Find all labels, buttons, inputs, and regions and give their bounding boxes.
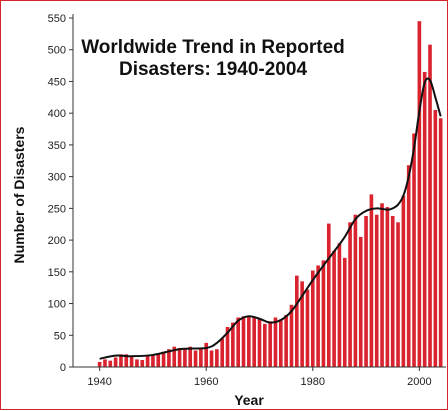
bar-1943 [113, 357, 118, 367]
bar-1965 [231, 322, 235, 367]
bar-1988 [353, 214, 358, 367]
x-tick-label: 1940 [87, 376, 111, 388]
bar-1979 [305, 289, 310, 367]
bar-1941 [103, 359, 107, 367]
x-tick-label: 1980 [301, 376, 325, 388]
y-axis-ticks: 0 50 100 150 200 250 300 350 400 450 500 550 [48, 13, 73, 374]
bar-1946 [129, 356, 134, 367]
bar-1966 [236, 317, 240, 367]
bar-1964 [225, 327, 230, 367]
bar-1963 [220, 338, 225, 367]
bar-1956 [183, 349, 187, 367]
bar-1960 [204, 342, 209, 367]
bar-1998 [406, 165, 411, 367]
bar-2004 [438, 118, 443, 367]
y-tick-label: 300 [48, 172, 66, 184]
y-tick-label: 500 [48, 45, 66, 57]
bar-1972 [268, 321, 272, 367]
bar-1999 [412, 133, 416, 367]
y-tick-label: 400 [48, 108, 66, 120]
y-tick-label: 250 [48, 203, 66, 215]
bar-1994 [385, 207, 390, 367]
bar-1982 [321, 260, 326, 367]
bar-2001 [422, 71, 427, 367]
bar-1955 [177, 347, 182, 367]
bar-1978 [300, 281, 304, 367]
bar-1990 [364, 215, 368, 367]
bar-2002 [428, 44, 432, 368]
bar-1984 [332, 250, 336, 367]
y-tick-label: 450 [48, 76, 66, 88]
bar-1958 [193, 350, 198, 367]
bar-1940 [97, 361, 102, 367]
bar-1985 [337, 243, 342, 367]
bar-1980 [310, 270, 315, 367]
bar-1974 [279, 319, 283, 367]
bar-1968 [247, 316, 251, 367]
x-axis-title: Year [234, 392, 264, 408]
bar-1952 [161, 351, 166, 367]
bar-1961 [209, 350, 214, 367]
bar-1987 [348, 222, 352, 367]
bar-1993 [380, 203, 384, 367]
bar-1967 [241, 316, 246, 367]
bar-2003 [433, 110, 438, 367]
bar-1977 [294, 275, 299, 367]
y-tick-label: 50 [54, 330, 66, 342]
bar-1975 [284, 314, 288, 367]
axes [72, 14, 446, 368]
bar-1973 [273, 317, 278, 367]
y-tick-label: 150 [48, 267, 66, 279]
bar-1976 [289, 304, 294, 367]
bar-1957 [188, 346, 193, 367]
x-tick-label: 1960 [194, 376, 218, 388]
bar-1969 [252, 317, 256, 367]
bar-1983 [326, 223, 331, 367]
y-tick-label: 200 [48, 235, 66, 247]
chart-title-line-2: Disasters: 1940-2004 [119, 59, 307, 80]
y-tick-label: 550 [48, 13, 66, 25]
x-tick-label: 2000 [407, 376, 431, 388]
trend-line [99, 77, 442, 360]
bar-series [97, 21, 443, 368]
bar-1959 [199, 347, 203, 367]
y-tick-label: 350 [48, 140, 66, 152]
bar-1970 [257, 318, 262, 367]
bar-1947 [135, 359, 139, 367]
bar-1991 [369, 194, 374, 367]
y-axis-title: Number of Disasters [11, 126, 27, 263]
bar-1996 [396, 222, 400, 367]
x-axis-ticks: 1940 1960 1980 2000 [87, 367, 432, 388]
bar-1942 [108, 360, 113, 367]
bar-1951 [156, 354, 161, 367]
bar-1995 [390, 215, 395, 367]
bar-1944 [119, 354, 123, 367]
bar-1997 [401, 195, 406, 367]
bar-1986 [342, 257, 347, 367]
bar-1989 [358, 236, 363, 367]
bar-1945 [124, 354, 129, 367]
bar-1948 [140, 360, 145, 367]
bar-1954 [172, 346, 177, 367]
bar-1971 [263, 323, 267, 367]
y-tick-label: 0 [60, 362, 66, 374]
chart-title-line-1: Worldwide Trend in Reported [81, 37, 345, 58]
y-tick-label: 100 [48, 299, 66, 311]
bar-1949 [145, 355, 150, 367]
bar-1962 [215, 349, 219, 367]
bar-2000 [417, 21, 422, 367]
bar-1953 [167, 349, 171, 367]
bar-1950 [151, 355, 155, 367]
chart-title: Worldwide Trend in Reported Disasters: 1… [81, 37, 345, 80]
bar-1981 [316, 265, 320, 367]
bar-1992 [374, 214, 379, 367]
